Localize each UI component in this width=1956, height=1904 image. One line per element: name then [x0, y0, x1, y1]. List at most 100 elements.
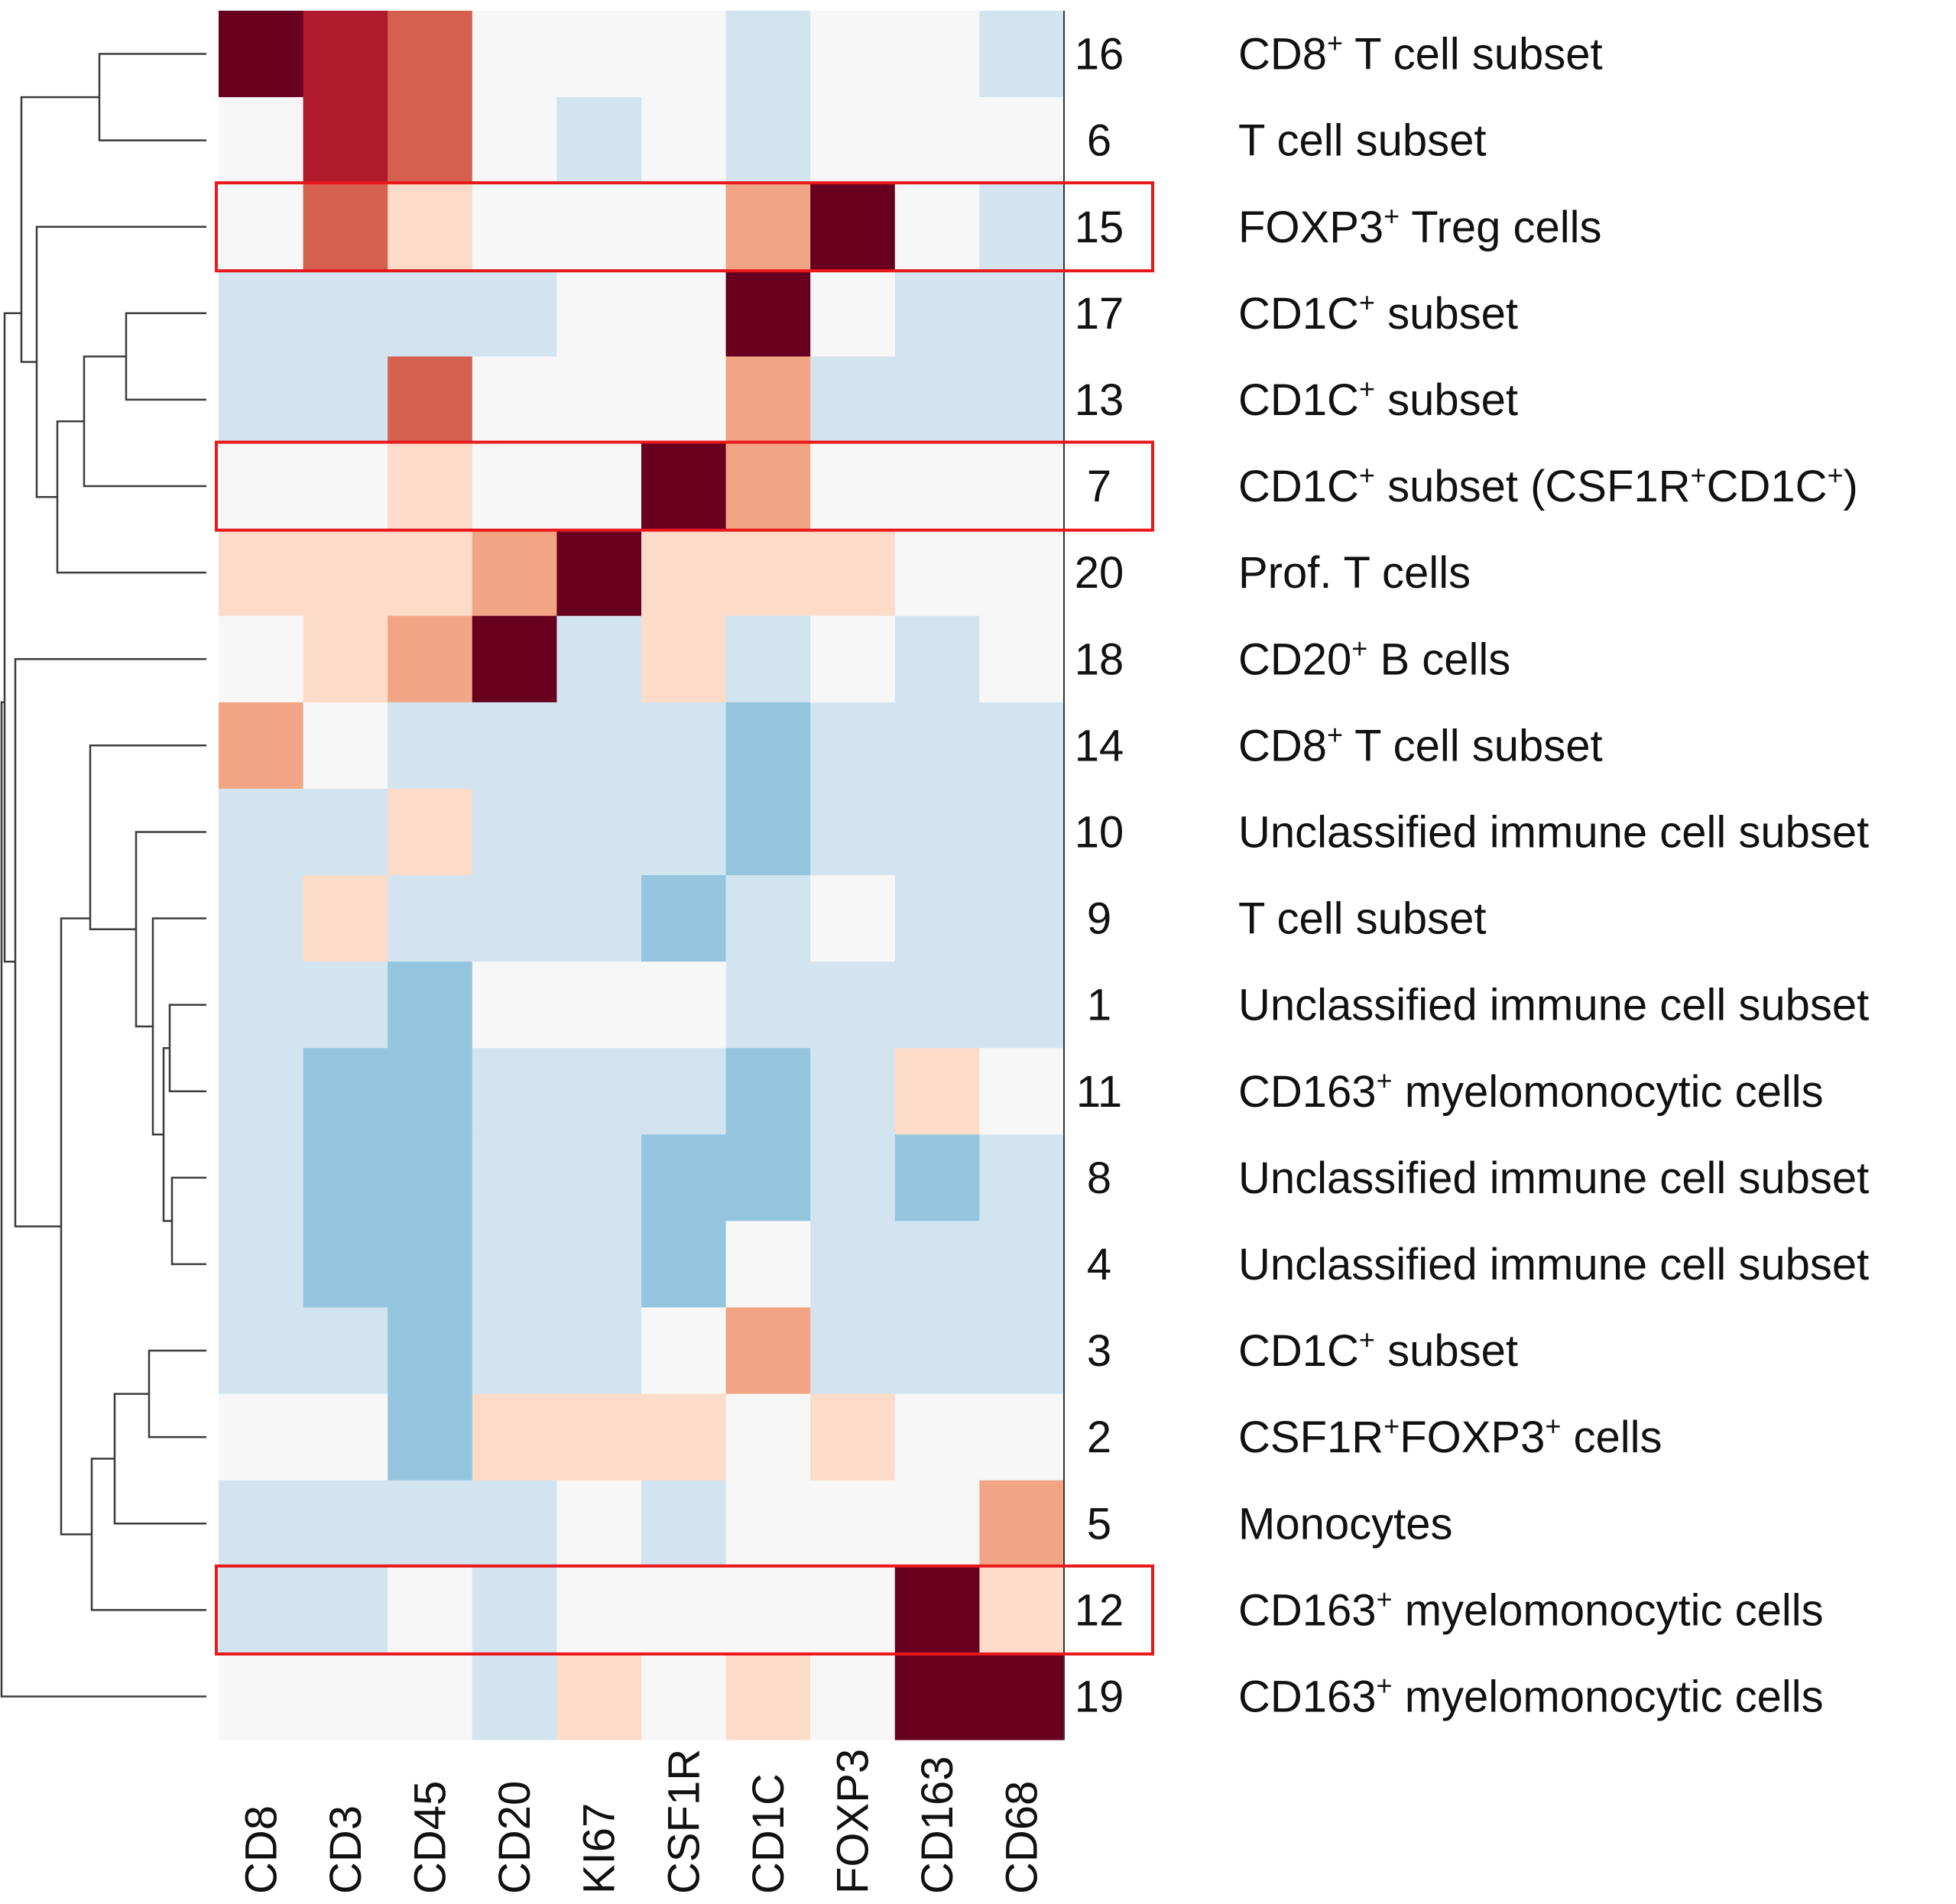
heatmap-cell	[388, 1480, 473, 1568]
heatmap-cell	[388, 702, 473, 790]
heatmap-cell	[388, 356, 473, 444]
heatmap-cell	[556, 529, 642, 617]
heatmap-cell	[388, 97, 473, 184]
heatmap-cell	[472, 1393, 557, 1481]
heatmap-cell	[641, 1048, 727, 1135]
heatmap-cell	[388, 1307, 473, 1395]
heatmap-cell	[810, 183, 896, 271]
heatmap-cell	[472, 97, 557, 184]
heatmap-cell	[641, 1653, 727, 1740]
heatmap-cell	[303, 443, 388, 530]
heatmap-cell	[725, 1566, 811, 1654]
cluster-id: 13	[1075, 375, 1124, 425]
heatmap-cell	[388, 183, 473, 271]
heatmap-cell	[388, 270, 473, 357]
heatmap-cell	[810, 1480, 896, 1568]
heatmap-cell	[388, 1566, 473, 1654]
heatmap-cell	[894, 183, 980, 271]
heatmap-cell	[388, 962, 473, 1049]
heatmap-cell	[810, 1134, 896, 1221]
heatmap-cell	[641, 1307, 727, 1395]
heatmap-cell	[894, 1221, 980, 1309]
dendrogram-link	[83, 355, 206, 488]
heatmap-cell	[303, 1221, 388, 1309]
dendrogram-link	[14, 657, 206, 1228]
heatmap-cell	[219, 788, 304, 876]
heatmap-cell	[894, 875, 980, 962]
heatmap-cell	[556, 11, 642, 98]
heatmap-cell	[641, 356, 727, 444]
marker-label: KI67	[575, 1803, 624, 1894]
heatmap-cell	[979, 443, 1065, 530]
heatmap-cell	[472, 11, 557, 98]
heatmap-cell	[472, 962, 557, 1049]
heatmap-cell	[979, 1480, 1065, 1568]
heatmap-cell	[472, 1307, 557, 1395]
heatmap-cell	[303, 1307, 388, 1395]
dendrogram-link	[98, 53, 206, 141]
heatmap-cell	[303, 356, 388, 444]
heatmap-cell	[979, 875, 1065, 962]
heatmap-cell	[388, 875, 473, 962]
heatmap-cell	[725, 1048, 811, 1135]
heatmap-cell	[556, 183, 642, 271]
cell-type-label: CD1C+ subset	[1238, 373, 1518, 425]
heatmap-cell	[303, 11, 388, 98]
heatmap-cell	[641, 1566, 727, 1654]
heatmap-cell	[894, 11, 980, 98]
heatmap-cell	[894, 97, 980, 184]
heatmap-cell	[303, 529, 388, 617]
heatmap-cell	[725, 615, 811, 703]
cluster-id: 11	[1076, 1067, 1122, 1117]
cell-type-label: T cell subset	[1238, 116, 1487, 166]
heatmap-cell	[894, 443, 980, 530]
heatmap-cell	[556, 356, 642, 444]
heatmap-cell	[979, 1653, 1065, 1740]
cluster-id: 16	[1075, 30, 1124, 79]
heatmap-cell	[725, 270, 811, 357]
heatmap-cell	[979, 356, 1065, 444]
heatmap-cell	[979, 183, 1065, 271]
heatmap-cell	[303, 183, 388, 271]
dendrogram-link	[168, 1004, 206, 1092]
heatmap-cell	[388, 1653, 473, 1740]
heatmap-cell	[810, 1566, 896, 1654]
heatmap-cell	[303, 962, 388, 1049]
heatmap-cell	[219, 1566, 304, 1654]
heatmap-cell	[725, 1653, 811, 1740]
heatmap-cell	[472, 1653, 557, 1740]
cluster-id: 4	[1087, 1240, 1111, 1289]
heatmap-cell	[472, 356, 557, 444]
cluster-id: 3	[1087, 1326, 1111, 1376]
heatmap-cell	[472, 443, 557, 530]
heatmap-cell	[641, 443, 727, 530]
marker-label: CD163	[913, 1756, 962, 1894]
heatmap-cell	[472, 1221, 557, 1309]
heatmap-cell	[894, 788, 980, 876]
heatmap-cell	[725, 1480, 811, 1568]
heatmap-cell	[388, 1134, 473, 1221]
highlight-boxes	[215, 181, 1154, 1656]
heatmap-cell	[472, 875, 557, 962]
heatmap-cell	[810, 702, 896, 790]
heatmap-cell	[556, 443, 642, 530]
heatmap-cell	[725, 1393, 811, 1481]
heatmap-cell	[894, 615, 980, 703]
heatmap-cell	[725, 788, 811, 876]
heatmap-cell	[556, 788, 642, 876]
marker-label: CD20	[490, 1781, 540, 1894]
heatmap-cell	[556, 1393, 642, 1481]
heatmap-cell	[810, 875, 896, 962]
heatmap-cell	[725, 702, 811, 790]
marker-label: CD8	[236, 1805, 286, 1894]
heatmap-cell	[556, 1048, 642, 1135]
heatmap-cell	[219, 1048, 304, 1135]
heatmap-cell	[303, 97, 388, 184]
heatmap-cells	[219, 11, 1065, 1740]
heatmap-cell	[219, 1393, 304, 1481]
dendrogram-link	[113, 1393, 206, 1525]
heatmap-cell	[641, 1480, 727, 1568]
heatmap-cell	[388, 1393, 473, 1481]
heatmap-cell	[641, 1221, 727, 1309]
heatmap-cell	[219, 702, 304, 790]
